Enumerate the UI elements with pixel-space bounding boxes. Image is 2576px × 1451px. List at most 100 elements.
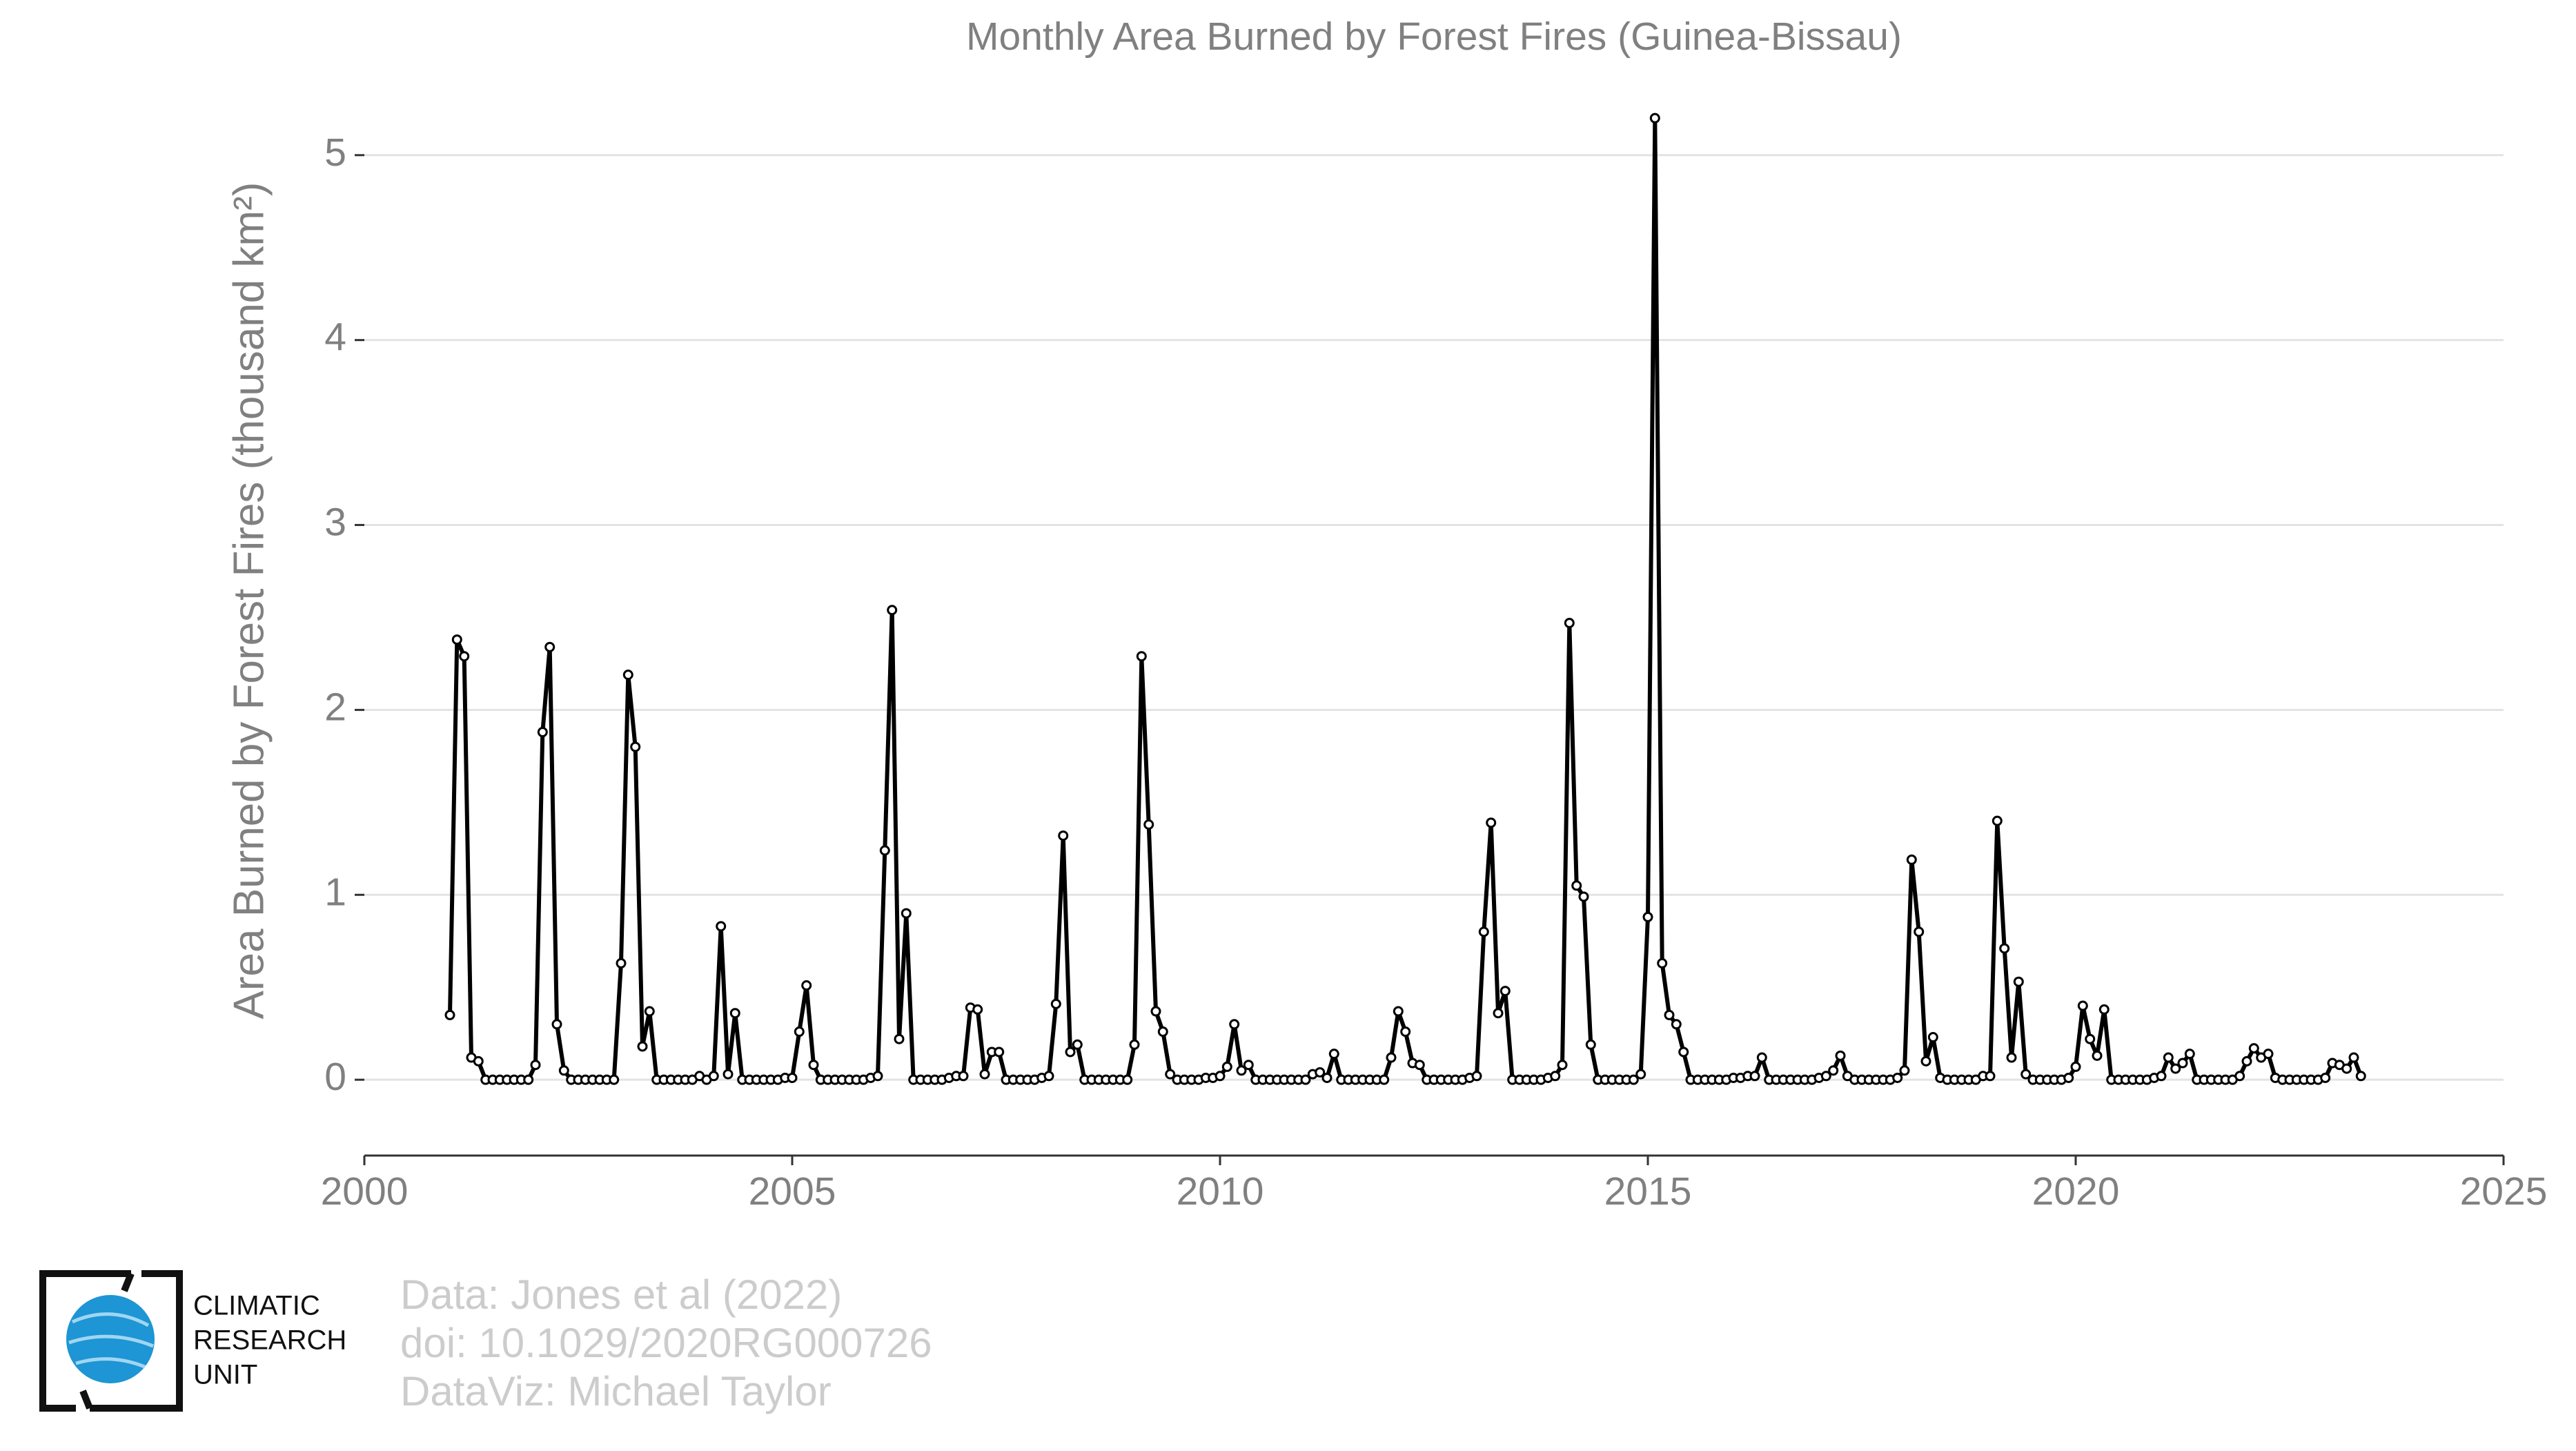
data-point xyxy=(473,1055,484,1067)
data-point xyxy=(2170,1063,2181,1074)
credit: doi: 10.1029/2020RG000726 xyxy=(400,1320,932,1366)
data-point xyxy=(2098,1004,2110,1015)
y-tick-label: 4 xyxy=(324,315,346,360)
logo-swirl xyxy=(68,1312,154,1369)
data-point xyxy=(1321,1072,1333,1083)
data-point xyxy=(630,741,641,752)
data-point xyxy=(1471,1071,1482,1082)
data-point xyxy=(1828,1065,1839,1076)
data-point xyxy=(1892,1072,1903,1083)
data-point xyxy=(729,1008,740,1019)
data-point xyxy=(1315,1067,1326,1078)
data-point xyxy=(1564,618,1575,628)
data-point xyxy=(2234,1071,2245,1082)
data-point xyxy=(1649,113,1660,124)
data-point xyxy=(1393,1006,1404,1017)
data-point xyxy=(1657,957,1668,968)
x-tick-label: 2020 xyxy=(2032,1169,2120,1214)
data-point xyxy=(1571,880,1582,891)
data-point xyxy=(459,651,470,662)
data-point xyxy=(2070,1061,2081,1072)
data-point xyxy=(1927,1032,1938,1043)
x-tick-label: 2005 xyxy=(749,1169,836,1214)
data-point xyxy=(2006,1052,2017,1063)
y-tick-label: 1 xyxy=(324,870,346,914)
data-point xyxy=(1243,1060,1254,1071)
y-tick-label: 5 xyxy=(324,130,346,175)
data-point xyxy=(1486,817,1497,828)
data-point xyxy=(1678,1046,1689,1058)
data-point xyxy=(1628,1074,1639,1085)
data-point xyxy=(551,1019,562,1030)
data-point xyxy=(1300,1074,1311,1085)
data-point xyxy=(1157,1026,1168,1038)
data-point xyxy=(451,634,462,645)
data-point xyxy=(994,1046,1005,1058)
data-point xyxy=(1992,815,2003,826)
data-point xyxy=(1165,1069,1176,1080)
data-point xyxy=(1379,1074,1390,1085)
x-tick-label: 2015 xyxy=(1604,1169,1692,1214)
logo-text: RESEARCH xyxy=(193,1325,346,1356)
data-point xyxy=(2156,1071,2167,1082)
data-point xyxy=(622,670,633,681)
data-point xyxy=(1550,1071,1561,1082)
data-point xyxy=(1914,926,1925,937)
data-point xyxy=(787,1072,798,1083)
credit: Data: Jones et al (2022) xyxy=(400,1272,842,1318)
data-point xyxy=(1557,1060,1568,1071)
data-point xyxy=(609,1074,620,1085)
data-point xyxy=(558,1065,569,1076)
data-point xyxy=(2063,1072,2074,1083)
data-point xyxy=(722,1069,734,1080)
logo-text: CLIMATIC xyxy=(193,1291,320,1321)
data-point xyxy=(1072,1039,1083,1050)
data-point xyxy=(444,1009,455,1020)
x-tick-label: 2010 xyxy=(1177,1169,1264,1214)
data-point xyxy=(1671,1019,1682,1030)
data-point xyxy=(2241,1055,2252,1067)
data-point xyxy=(1215,1071,1226,1082)
data-point xyxy=(530,1060,541,1071)
data-point xyxy=(2355,1071,2366,1082)
data-point xyxy=(1328,1049,1339,1060)
data-point xyxy=(2248,1043,2259,1054)
data-point xyxy=(1221,1061,1232,1072)
data-point xyxy=(2320,1072,2331,1083)
data-point xyxy=(1150,1006,1161,1017)
data-point xyxy=(1835,1050,1846,1061)
data-point xyxy=(1122,1074,1133,1085)
data-point xyxy=(879,845,890,856)
data-point xyxy=(1414,1060,1425,1071)
x-tick-label: 2025 xyxy=(2460,1169,2548,1214)
data-point xyxy=(1999,943,2010,954)
data-point xyxy=(537,727,548,738)
data-point xyxy=(1136,651,1147,662)
data-point xyxy=(901,908,912,919)
data-point xyxy=(1899,1065,1910,1076)
data-point xyxy=(808,1060,819,1071)
data-point xyxy=(1664,1009,1675,1020)
data-point xyxy=(1386,1052,1397,1063)
data-point xyxy=(544,641,555,652)
logo-bracket xyxy=(39,1270,131,1412)
y-axis-label: Area Burned by Forest Fires (thousand km… xyxy=(225,182,273,1020)
data-point xyxy=(1642,911,1653,922)
data-point xyxy=(2163,1052,2174,1063)
data-point xyxy=(1236,1065,1247,1076)
data-point xyxy=(637,1041,648,1052)
data-point xyxy=(1493,1008,1504,1019)
data-point xyxy=(1920,1055,1931,1067)
data-point xyxy=(887,605,898,616)
logo: CLIMATIC RESEARCH UNIT xyxy=(39,1270,346,1412)
data-point xyxy=(894,1033,905,1044)
data-point xyxy=(2021,1069,2032,1080)
data-point xyxy=(794,1026,805,1038)
chart-title: Monthly Area Burned by Forest Fires (Gui… xyxy=(966,14,1902,59)
logo-text: UNIT xyxy=(193,1360,257,1390)
data-point xyxy=(1143,819,1154,830)
data-point xyxy=(1756,1052,1767,1063)
data-point xyxy=(958,1071,969,1082)
